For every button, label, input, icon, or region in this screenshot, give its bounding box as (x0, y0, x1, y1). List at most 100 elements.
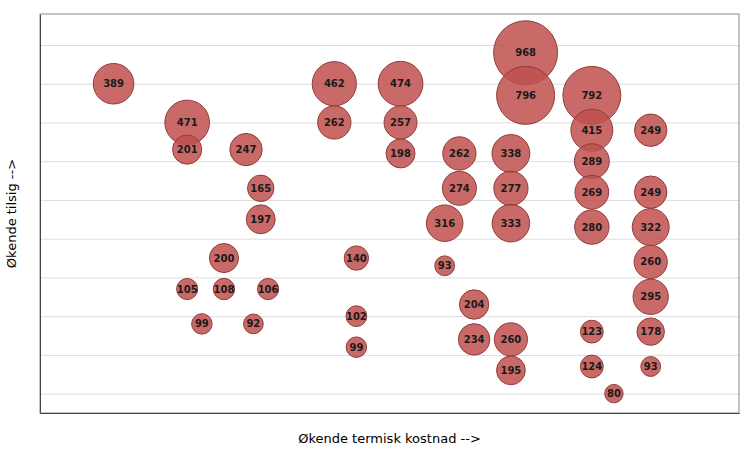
grid-line (40, 277, 739, 278)
data-label: 260 (640, 256, 661, 267)
data-label: 968 (515, 47, 536, 58)
data-label: 93 (644, 361, 658, 372)
chart: 3894712012471651974624742622571982001081… (0, 0, 753, 453)
data-label: 200 (214, 253, 235, 264)
bubble (458, 324, 489, 355)
data-label: 197 (250, 214, 271, 225)
data-label: 99 (195, 318, 209, 329)
bubble (637, 318, 664, 345)
data-label: 260 (500, 334, 521, 345)
data-label: 415 (581, 125, 602, 136)
x-axis-title: Økende termisk kostnad --> (298, 431, 481, 446)
data-label: 316 (434, 218, 455, 229)
data-label: 277 (500, 183, 521, 194)
bubble (192, 314, 212, 334)
grid (40, 45, 739, 394)
data-label: 257 (390, 117, 411, 128)
bubble (575, 210, 609, 244)
bubble (312, 62, 356, 106)
data-label: 269 (581, 187, 602, 198)
bubble (459, 290, 488, 319)
data-label: 123 (581, 326, 602, 337)
grid-tick (40, 277, 739, 278)
data-label: 471 (177, 117, 198, 128)
data-label: 106 (258, 284, 279, 295)
data-label: 140 (346, 253, 367, 264)
grid-tick (40, 200, 739, 201)
data-label: 102 (346, 311, 367, 322)
bubble (580, 355, 603, 378)
bubble (93, 63, 134, 104)
bubbles (93, 21, 669, 403)
data-label: 204 (464, 299, 485, 310)
data-label: 165 (250, 183, 271, 194)
grid-line (40, 200, 739, 201)
grid-line (40, 45, 739, 46)
data-label: 280 (581, 222, 602, 233)
bubble (634, 176, 666, 208)
grid-tick (40, 316, 739, 317)
bubble (497, 66, 555, 124)
bubble (246, 205, 275, 234)
bubble (575, 175, 609, 209)
plot-frame (40, 14, 739, 413)
bubble (605, 384, 623, 402)
grid-tick (40, 355, 739, 356)
data-label: 99 (349, 342, 363, 353)
data-label: 796 (515, 90, 536, 101)
bubble (492, 135, 530, 173)
bubble (426, 205, 463, 242)
bubble (209, 244, 238, 273)
grid-line (40, 316, 739, 317)
bubble (318, 106, 351, 139)
bubble (492, 204, 530, 242)
data-label: 80 (607, 388, 621, 399)
data-label: 93 (438, 260, 452, 271)
bubble (633, 279, 668, 314)
bubble (378, 61, 423, 106)
grid-line (40, 355, 739, 356)
bubble (258, 278, 279, 299)
bubble (248, 175, 274, 201)
bubble (641, 357, 661, 377)
bubble (213, 278, 234, 299)
data-label: 289 (581, 156, 602, 167)
bubble (346, 337, 366, 357)
data-label: 474 (390, 78, 411, 89)
data-label: 124 (581, 361, 602, 372)
grid-tick (40, 394, 739, 395)
bubble (435, 256, 455, 276)
bubble (173, 135, 202, 164)
data-label: 322 (640, 222, 661, 233)
data-label: 195 (500, 365, 521, 376)
data-label: 198 (390, 148, 411, 159)
bubble (494, 323, 527, 356)
data-label: 249 (640, 125, 661, 136)
data-label: 333 (500, 218, 521, 229)
data-label: 389 (103, 78, 124, 89)
bubble (384, 106, 417, 139)
data-label: 234 (464, 334, 485, 345)
bubble (244, 314, 264, 334)
data-label: 338 (500, 148, 521, 159)
data-label: 108 (214, 284, 235, 295)
data-label: 92 (246, 318, 260, 329)
bubble (230, 133, 262, 165)
grid-line (40, 394, 739, 395)
bubble (443, 137, 476, 170)
bubble (497, 356, 526, 385)
grid-tick (40, 239, 739, 240)
data-label: 249 (640, 187, 661, 198)
data-labels: 3894712012471651974624742622571982001081… (103, 47, 661, 399)
data-label: 105 (177, 284, 198, 295)
bubble (632, 209, 669, 246)
grid-line (40, 239, 739, 240)
data-label: 178 (640, 326, 661, 337)
data-label: 792 (581, 90, 602, 101)
bubble (494, 171, 528, 205)
bubble (634, 245, 667, 278)
data-label: 201 (177, 144, 198, 155)
y-axis-title: Økende tilsig --> (4, 159, 19, 268)
bubble (442, 171, 476, 205)
data-label: 262 (324, 117, 345, 128)
